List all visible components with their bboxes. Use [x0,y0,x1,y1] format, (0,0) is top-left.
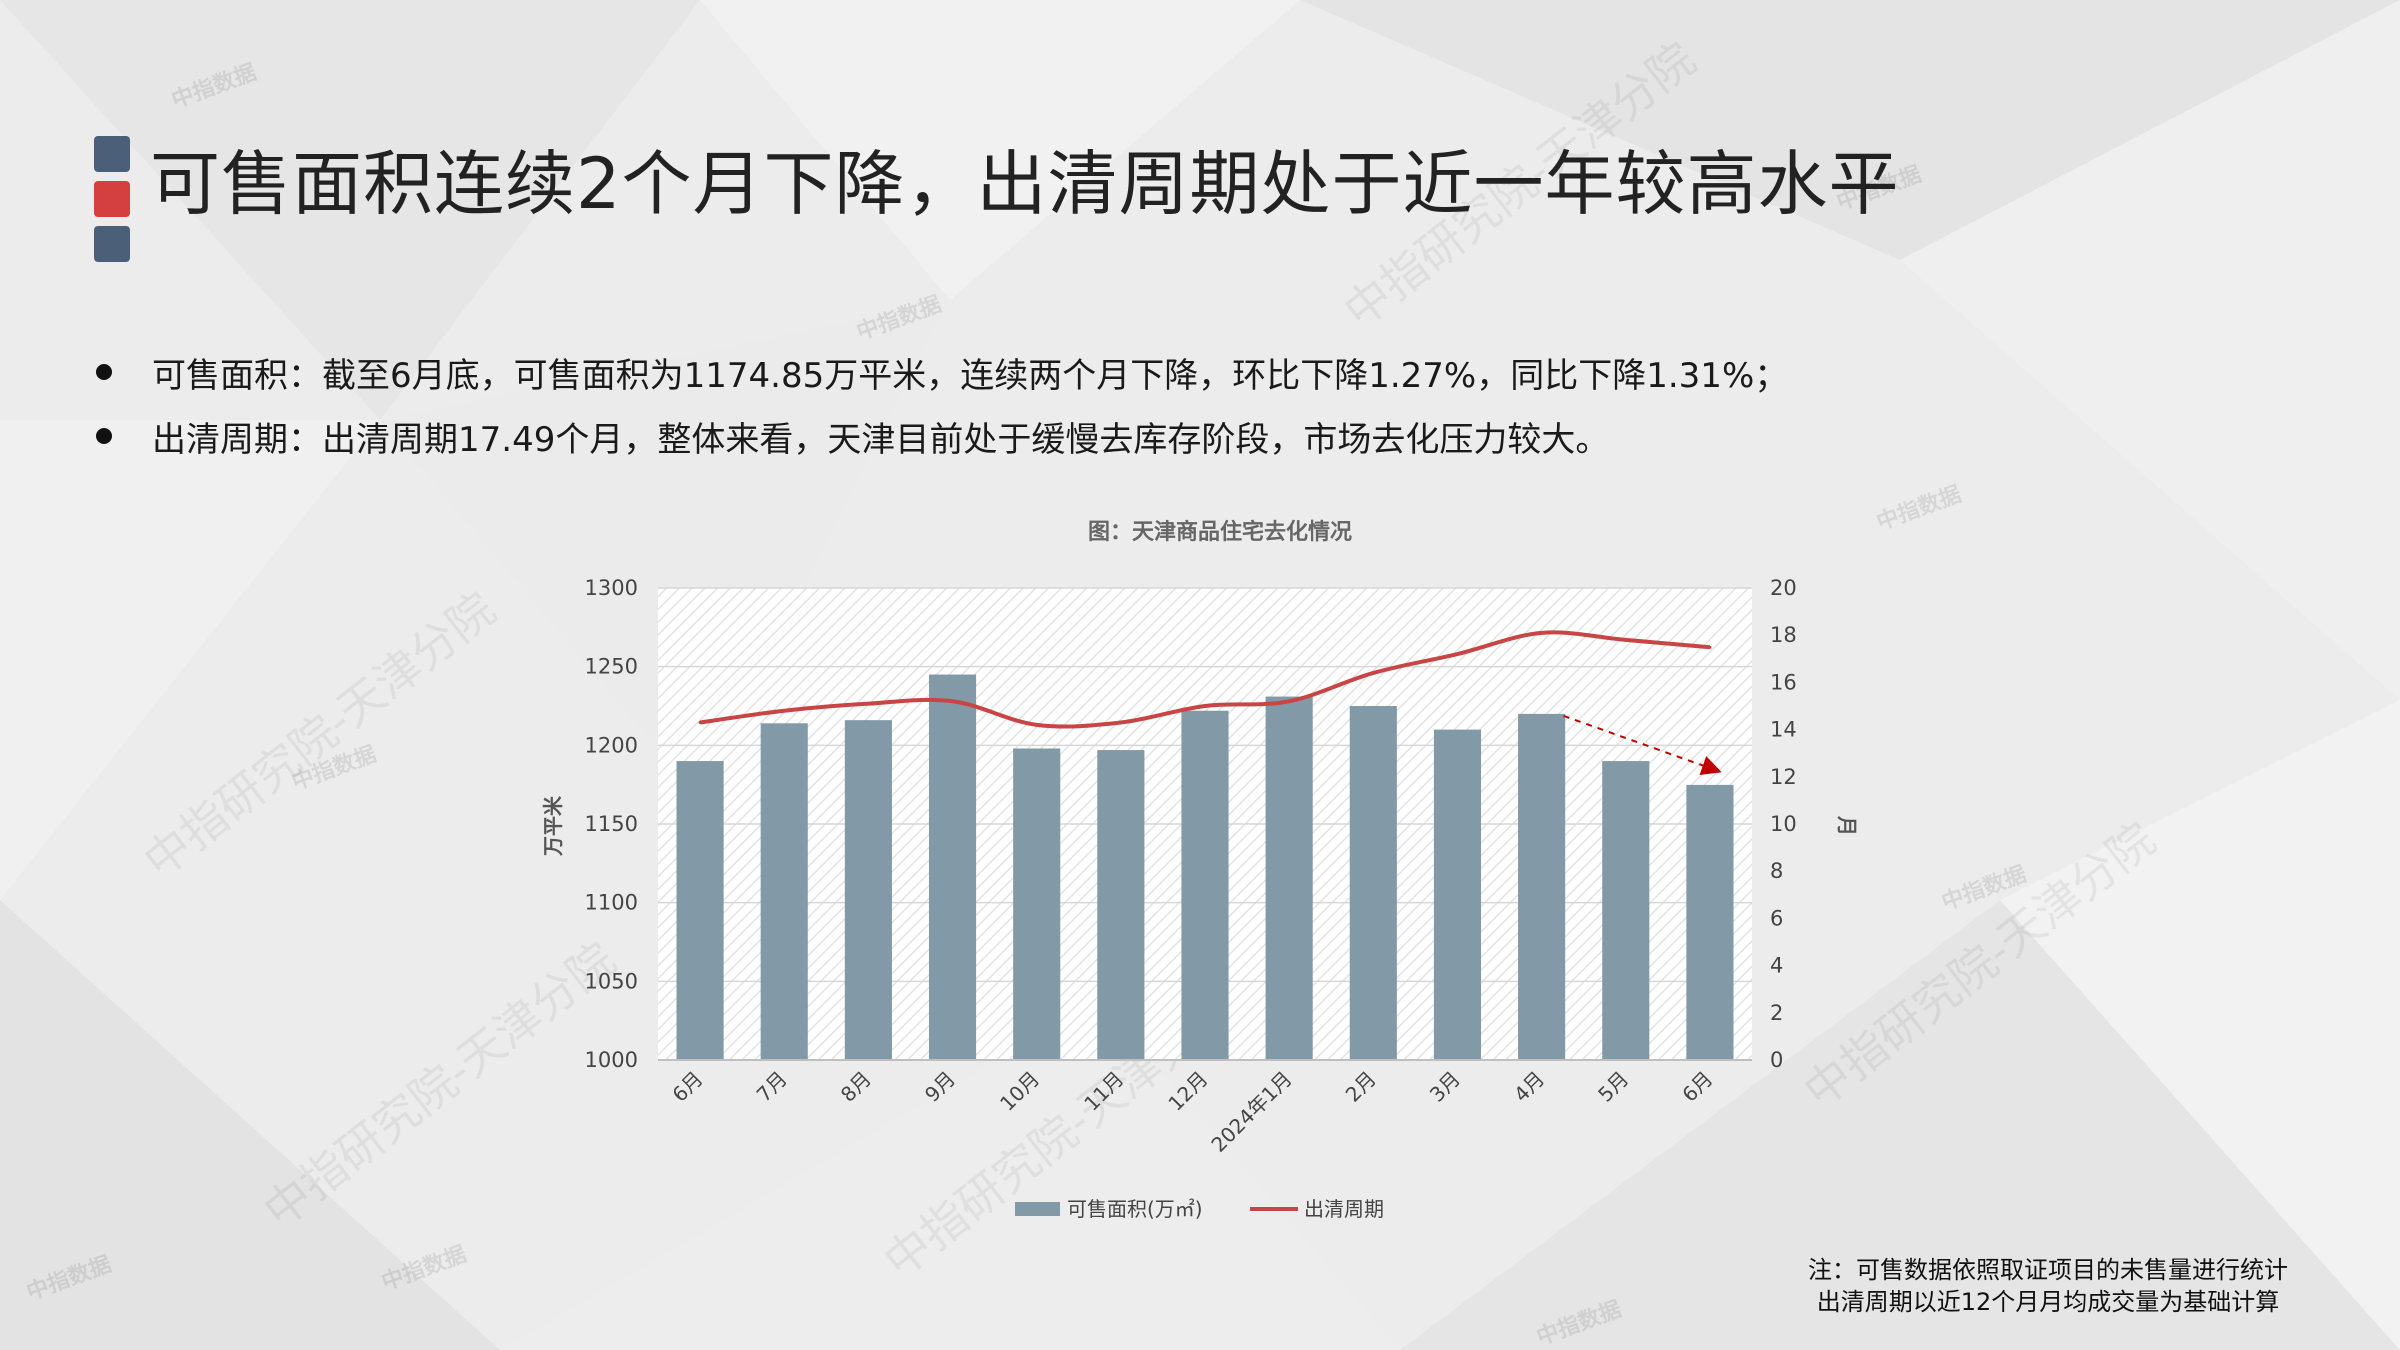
chart-title: 图：天津商品住宅去化情况 [1088,519,1352,545]
bar [1349,706,1397,1060]
line-point [1203,704,1207,708]
bullet-dot [96,364,112,380]
line-point [1287,699,1291,703]
line-point [1371,671,1375,675]
x-tick-label: 6月 [1677,1067,1717,1107]
x-tick-label: 3月 [1425,1067,1465,1107]
bar [1181,710,1229,1060]
line-point [1708,645,1712,649]
legend-label-line: 出清周期 [1304,1197,1384,1221]
bullet-text: 出清周期：出清周期17.49个月，整体来看，天津目前处于缓慢去库存阶段，市场去化… [152,419,1610,460]
legend-swatch-bar [1015,1202,1060,1216]
bar [1602,761,1650,1060]
footnote-line: 注：可售数据依照取证项目的未售量进行统计 [1808,1256,2288,1284]
y2-tick-label: 20 [1770,576,1797,600]
trend-arrow [1563,714,1722,775]
bar [1518,713,1566,1060]
bullet-item: 可售面积：截至6月底，可售面积为1174.85万平米，连续两个月下降，环比下降1… [96,340,1788,404]
bar [1097,750,1145,1060]
bullet-dot [96,428,112,444]
title-decoration [94,136,130,271]
x-tick-label: 10月 [995,1067,1044,1116]
legend-label-bar: 可售面积(万㎡) [1067,1197,1203,1221]
x-tick-label: 8月 [836,1067,876,1107]
bar-series [676,674,1734,1060]
y2-tick-label: 0 [1770,1048,1783,1072]
title-square [94,181,130,217]
line-point [951,699,955,703]
footnote: 注：可售数据依照取证项目的未售量进行统计 出清周期以近12个月月均成交量为基础计… [1808,1254,2288,1318]
y2-tick-label: 18 [1770,623,1797,647]
title-square [94,136,130,172]
bullet-item: 出清周期：出清周期17.49个月，整体来看，天津目前处于缓慢去库存阶段，市场去化… [96,404,1788,468]
bar [760,723,808,1060]
y2-tick-label: 4 [1770,954,1783,978]
y-tick-label: 1000 [585,1048,638,1072]
footnote-line: 出清周期以近12个月月均成交量为基础计算 [1816,1288,2280,1316]
page-title: 可售面积连续2个月下降，出清周期处于近一年较高水平 [150,143,1900,225]
x-tick-label: 2024年1月 [1206,1067,1296,1157]
line-point [1455,652,1459,656]
chart: 图：天津商品住宅去化情况 1000 1050 1100 1150 1200 1250 130… [541,519,1859,1221]
x-tick-label: 5月 [1593,1067,1633,1107]
bullet-list: 可售面积：截至6月底，可售面积为1174.85万平米，连续两个月下降，环比下降1… [96,340,1788,468]
x-tick-label: 12月 [1163,1067,1212,1116]
bar [1265,696,1313,1060]
line-point [1540,631,1544,635]
bar [1433,729,1482,1060]
line-point [1624,638,1628,642]
bar [1013,748,1061,1060]
y2-tick-label: 14 [1770,718,1797,742]
y-tick-label: 1050 [585,969,638,993]
y-axis-label: 万平米 [541,795,565,857]
y2-tick-label: 12 [1770,765,1797,789]
y2-tick-label: 2 [1770,1001,1783,1025]
x-tick-label: 6月 [667,1067,707,1107]
y-tick-label: 1200 [585,733,638,757]
bar [844,720,892,1060]
x-tick-label: 4月 [1509,1067,1549,1107]
line-point [782,709,786,713]
y-tick-label: 1150 [585,812,638,836]
y-tick-label: 1300 [585,576,638,600]
y-tick-label: 1100 [585,891,638,915]
x-tick-label: 9月 [920,1067,960,1107]
x-tick-label: 2月 [1341,1067,1381,1107]
line-point [866,702,870,706]
y2-tick-label: 10 [1770,812,1797,836]
line-point [698,721,702,725]
y2-tick-label: 6 [1770,906,1783,930]
bullet-text: 可售面积：截至6月底，可售面积为1174.85万平米，连续两个月下降，环比下降1… [152,355,1789,396]
x-tick-label: 7月 [752,1067,792,1107]
y-tick-label: 1250 [585,655,638,679]
line-point [1119,721,1123,725]
y2-axis-label: 月 [1835,815,1859,836]
line-point [1035,723,1039,727]
y2-tick-label: 16 [1770,670,1797,694]
bar [928,674,977,1060]
legend: 可售面积(万㎡) 出清周期 [1015,1197,1384,1221]
title-square [94,226,130,262]
bar [676,761,724,1060]
y2-tick-label: 8 [1770,859,1783,883]
x-tick-label: 11月 [1079,1067,1128,1116]
bar [1686,784,1734,1060]
line-series [698,630,1712,729]
